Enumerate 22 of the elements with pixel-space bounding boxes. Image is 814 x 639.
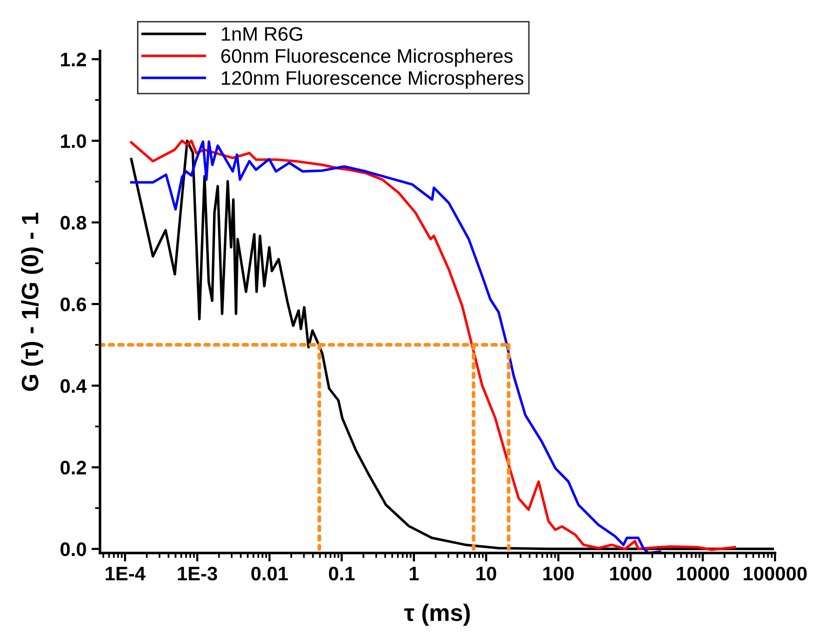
x-tick-label: 1: [410, 566, 419, 580]
x-tick-label: 10000: [676, 566, 730, 580]
legend-label: 1nM R6G: [222, 27, 302, 41]
y-tick-label: 1.0: [61, 134, 86, 148]
y-tick-label: 0.6: [60, 298, 86, 312]
x-tick-label: 0.01: [251, 566, 288, 580]
x-axis-title: τ (ms): [404, 604, 470, 626]
x-tick-label: 100: [543, 566, 574, 580]
x-tick-label: 1E-4: [106, 566, 146, 580]
y-tick-label: 0.2: [60, 460, 86, 475]
legend-label: 120nm Fluorescence Microspheres: [222, 70, 524, 89]
y-axis-title: G (τ) - 1/G (0) - 1: [21, 212, 44, 391]
x-tick-label: 10: [476, 566, 496, 580]
x-tick-label: 1E-3: [178, 566, 218, 581]
y-tick-label: 0.4: [60, 379, 87, 393]
x-tick-label: 1000: [610, 566, 652, 580]
x-tick-label: 0.1: [328, 566, 355, 580]
legend-label: 60nm Fluorescence Microspheres: [221, 48, 513, 67]
y-tick-label: 0.0: [60, 542, 86, 556]
y-tick-label: 0.8: [60, 216, 86, 230]
y-tick-label: 1.2: [61, 52, 86, 66]
x-tick-label: 100000: [744, 566, 807, 580]
